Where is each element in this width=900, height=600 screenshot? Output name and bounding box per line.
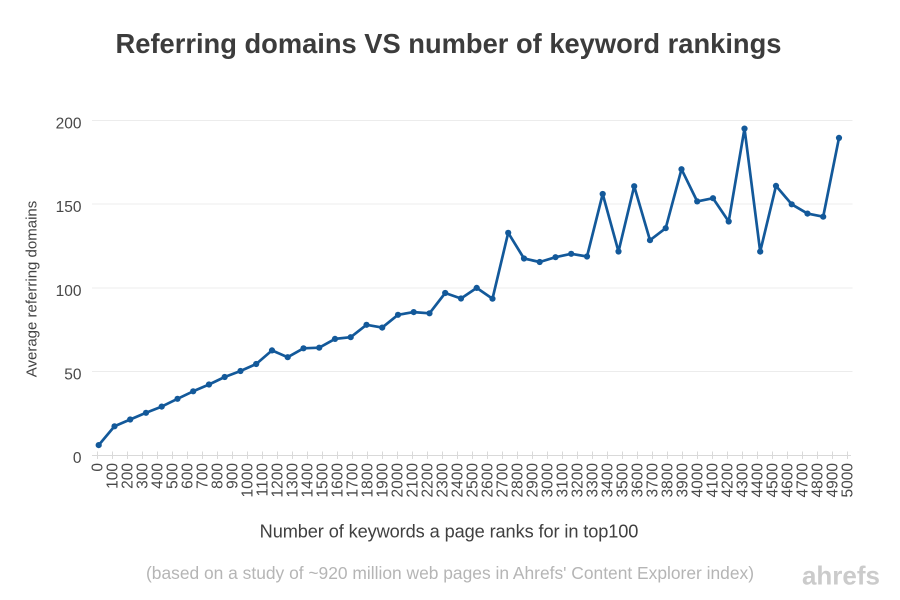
svg-text:4100: 4100 (704, 463, 721, 498)
svg-text:3200: 3200 (569, 463, 586, 498)
svg-text:4800: 4800 (809, 463, 826, 498)
svg-text:0: 0 (73, 450, 82, 467)
svg-text:200: 200 (119, 463, 136, 489)
svg-text:300: 300 (134, 463, 151, 489)
svg-text:3700: 3700 (644, 463, 661, 498)
svg-text:3900: 3900 (674, 463, 691, 498)
svg-text:1500: 1500 (314, 463, 331, 498)
svg-text:4000: 4000 (689, 463, 706, 498)
svg-text:ahrefs: ahrefs (802, 561, 880, 591)
svg-text:800: 800 (209, 463, 226, 489)
svg-text:4400: 4400 (749, 463, 766, 498)
svg-text:3400: 3400 (599, 463, 616, 498)
svg-text:4300: 4300 (734, 463, 751, 498)
svg-text:4700: 4700 (794, 463, 811, 498)
svg-text:1900: 1900 (374, 463, 391, 498)
svg-text:3600: 3600 (629, 463, 646, 498)
svg-text:100: 100 (104, 463, 121, 489)
svg-text:2300: 2300 (434, 463, 451, 498)
svg-text:1200: 1200 (269, 463, 286, 498)
svg-text:5000: 5000 (839, 463, 856, 498)
svg-text:1600: 1600 (329, 463, 346, 498)
svg-text:150: 150 (56, 199, 82, 216)
svg-text:3500: 3500 (614, 463, 631, 498)
svg-text:2200: 2200 (419, 463, 436, 498)
svg-text:2400: 2400 (449, 463, 466, 498)
svg-text:2900: 2900 (524, 463, 541, 498)
svg-text:2000: 2000 (389, 463, 406, 498)
svg-text:1400: 1400 (299, 463, 316, 498)
svg-text:1100: 1100 (254, 463, 271, 497)
svg-text:4200: 4200 (719, 463, 736, 498)
svg-text:2700: 2700 (494, 463, 511, 498)
svg-text:(based on a study of ~920 mill: (based on a study of ~920 million web pa… (146, 563, 754, 583)
svg-text:600: 600 (179, 463, 196, 489)
svg-text:Average referring domains: Average referring domains (24, 201, 41, 377)
svg-text:50: 50 (64, 366, 82, 383)
svg-text:Number of keywords a page rank: Number of keywords a page ranks for in t… (260, 522, 639, 542)
svg-text:200: 200 (56, 115, 82, 132)
svg-text:900: 900 (224, 463, 241, 489)
svg-text:500: 500 (164, 463, 181, 489)
svg-text:3000: 3000 (539, 463, 556, 498)
svg-text:400: 400 (149, 463, 166, 489)
svg-text:3300: 3300 (584, 463, 601, 498)
svg-text:2500: 2500 (464, 463, 481, 498)
svg-text:3100: 3100 (554, 463, 571, 498)
svg-text:Referring domains VS number of: Referring domains VS number of keyword r… (116, 28, 782, 59)
svg-text:2800: 2800 (509, 463, 526, 498)
svg-text:4900: 4900 (824, 463, 841, 498)
svg-text:1800: 1800 (359, 463, 376, 498)
svg-text:700: 700 (194, 463, 211, 489)
svg-text:3800: 3800 (659, 463, 676, 498)
svg-text:4600: 4600 (779, 463, 796, 498)
svg-text:1300: 1300 (284, 463, 301, 498)
svg-text:1000: 1000 (239, 463, 256, 498)
svg-text:1700: 1700 (344, 463, 361, 498)
svg-text:100: 100 (56, 283, 82, 300)
svg-text:2100: 2100 (404, 463, 421, 498)
svg-text:2600: 2600 (479, 463, 496, 498)
svg-text:0: 0 (89, 463, 106, 472)
svg-text:4500: 4500 (764, 463, 781, 498)
